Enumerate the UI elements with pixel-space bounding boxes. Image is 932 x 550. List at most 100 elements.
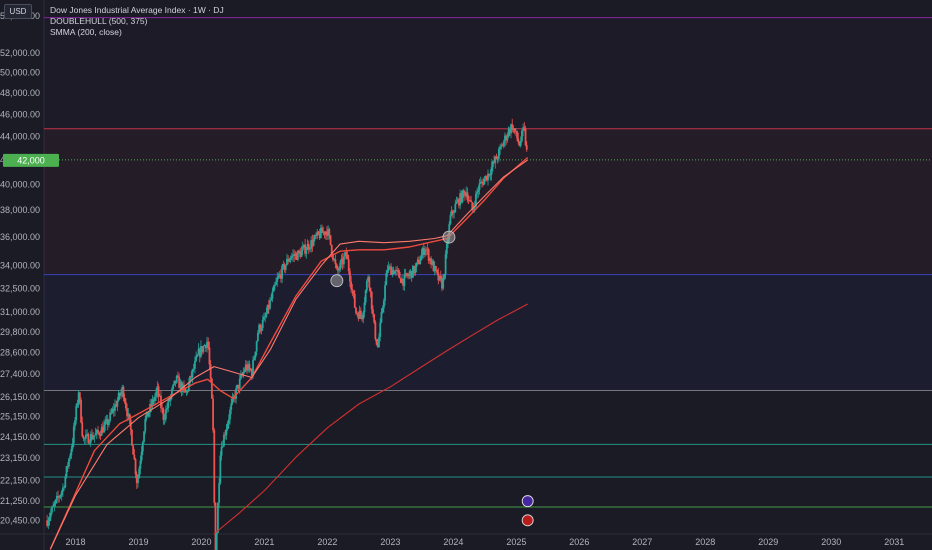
time-tick-label: 2031 xyxy=(884,537,904,547)
candle-body xyxy=(77,392,80,404)
candle-body xyxy=(124,402,127,409)
price-tick-label: 23,150.00 xyxy=(0,453,40,463)
candle-body xyxy=(418,259,420,265)
candle-body xyxy=(487,173,489,181)
flash-event-icon[interactable] xyxy=(521,495,534,508)
candle-body xyxy=(131,429,133,446)
time-tick-label: 2030 xyxy=(821,537,841,547)
candle-body xyxy=(408,273,411,277)
candle-body xyxy=(120,392,122,396)
candle-body xyxy=(46,520,49,526)
price-tick-label: 20,450.00 xyxy=(0,515,40,525)
candle-body xyxy=(217,502,219,533)
candle-body xyxy=(290,256,293,259)
candle-body xyxy=(293,254,296,256)
candle-body xyxy=(415,262,418,268)
candle-body xyxy=(359,310,362,316)
candle-body xyxy=(177,375,179,378)
candle-body xyxy=(150,403,153,407)
candle-body xyxy=(410,271,413,278)
candle-body xyxy=(496,158,499,160)
candle-body xyxy=(358,310,361,319)
candle-body xyxy=(60,491,63,496)
price-axis[interactable]: 20,450.00 21,250.00 22,150.00 23,150.00 24,1… xyxy=(0,11,59,526)
candle-body xyxy=(304,244,307,254)
candle-body xyxy=(460,193,463,203)
candle-body xyxy=(238,378,241,389)
candle-body xyxy=(204,345,207,349)
candle-body xyxy=(513,128,516,132)
candle-body xyxy=(170,389,173,396)
candle-body xyxy=(74,420,76,427)
candle-body xyxy=(235,388,237,399)
candle-body xyxy=(48,517,51,522)
candle-body xyxy=(312,239,315,246)
candle-body xyxy=(298,250,300,253)
price-tick-label: 29,800.00 xyxy=(0,327,40,337)
earnings-event-icon[interactable] xyxy=(521,514,534,527)
candle-body xyxy=(139,460,142,469)
candle-body xyxy=(414,267,417,274)
candle-body xyxy=(451,210,454,214)
candle-body xyxy=(404,273,407,275)
candle-body xyxy=(252,359,254,377)
time-tick-label: 2028 xyxy=(695,537,715,547)
candle-body xyxy=(209,364,212,379)
candle-body xyxy=(525,145,528,150)
candle-body xyxy=(261,320,264,329)
symbol-title: Dow Jones Industrial Average Index · 1W … xyxy=(50,5,224,15)
candle-body xyxy=(317,231,320,234)
candle-body xyxy=(167,399,170,409)
candle-body xyxy=(392,269,395,274)
candle-body xyxy=(135,474,138,484)
chart-marker-0[interactable] xyxy=(442,230,456,244)
candle-body xyxy=(267,304,270,309)
candle-body xyxy=(225,429,228,435)
candle-body xyxy=(162,408,165,420)
time-axis[interactable]: 2018 2019 2020 2021 2022 2023 2024 2025 2026 2027… xyxy=(65,537,904,547)
price-tick-label: 24,150.00 xyxy=(0,432,40,442)
candle-body xyxy=(300,250,303,257)
candle-body xyxy=(372,309,374,314)
candle-body xyxy=(326,231,328,236)
candle-body xyxy=(462,190,465,193)
candle-body xyxy=(89,434,92,443)
candle-body xyxy=(263,316,265,321)
candle-body xyxy=(189,375,191,383)
candle-body xyxy=(264,316,267,318)
candle-body xyxy=(361,315,363,320)
candle-body xyxy=(355,307,357,314)
candle-body xyxy=(122,386,125,398)
candle-body xyxy=(471,202,474,210)
indicator-doublehull-label[interactable]: DOUBLEHULL (500, 375) xyxy=(50,16,148,26)
time-tick-label: 2023 xyxy=(380,537,400,547)
candle-body xyxy=(459,193,462,206)
candle-body xyxy=(149,403,151,413)
currency-button[interactable]: USD xyxy=(4,4,32,19)
candle-body xyxy=(409,271,412,274)
price-tick-label: 25,150.00 xyxy=(0,412,40,422)
candle-body xyxy=(66,466,69,467)
chart-marker-1[interactable] xyxy=(330,274,344,288)
candle-body xyxy=(200,346,202,357)
candle-body xyxy=(157,386,160,397)
candle-body xyxy=(397,270,400,272)
candle-body xyxy=(344,252,346,257)
candle-body xyxy=(437,272,440,281)
candle-body xyxy=(110,412,113,414)
indicator-smma-label[interactable]: SMMA (200, close) xyxy=(50,27,122,37)
candle-body xyxy=(319,227,322,238)
candle-body xyxy=(449,215,452,225)
price-tick-label: 48,000.00 xyxy=(0,88,40,98)
candle-body xyxy=(111,408,114,413)
candle-body xyxy=(334,259,337,265)
candle-body xyxy=(390,266,393,275)
candle-body xyxy=(134,459,137,475)
candle-body xyxy=(431,260,434,265)
candle-body xyxy=(512,128,515,131)
candle-body xyxy=(454,204,457,213)
candle-body xyxy=(309,248,311,250)
candle-body xyxy=(219,455,222,484)
